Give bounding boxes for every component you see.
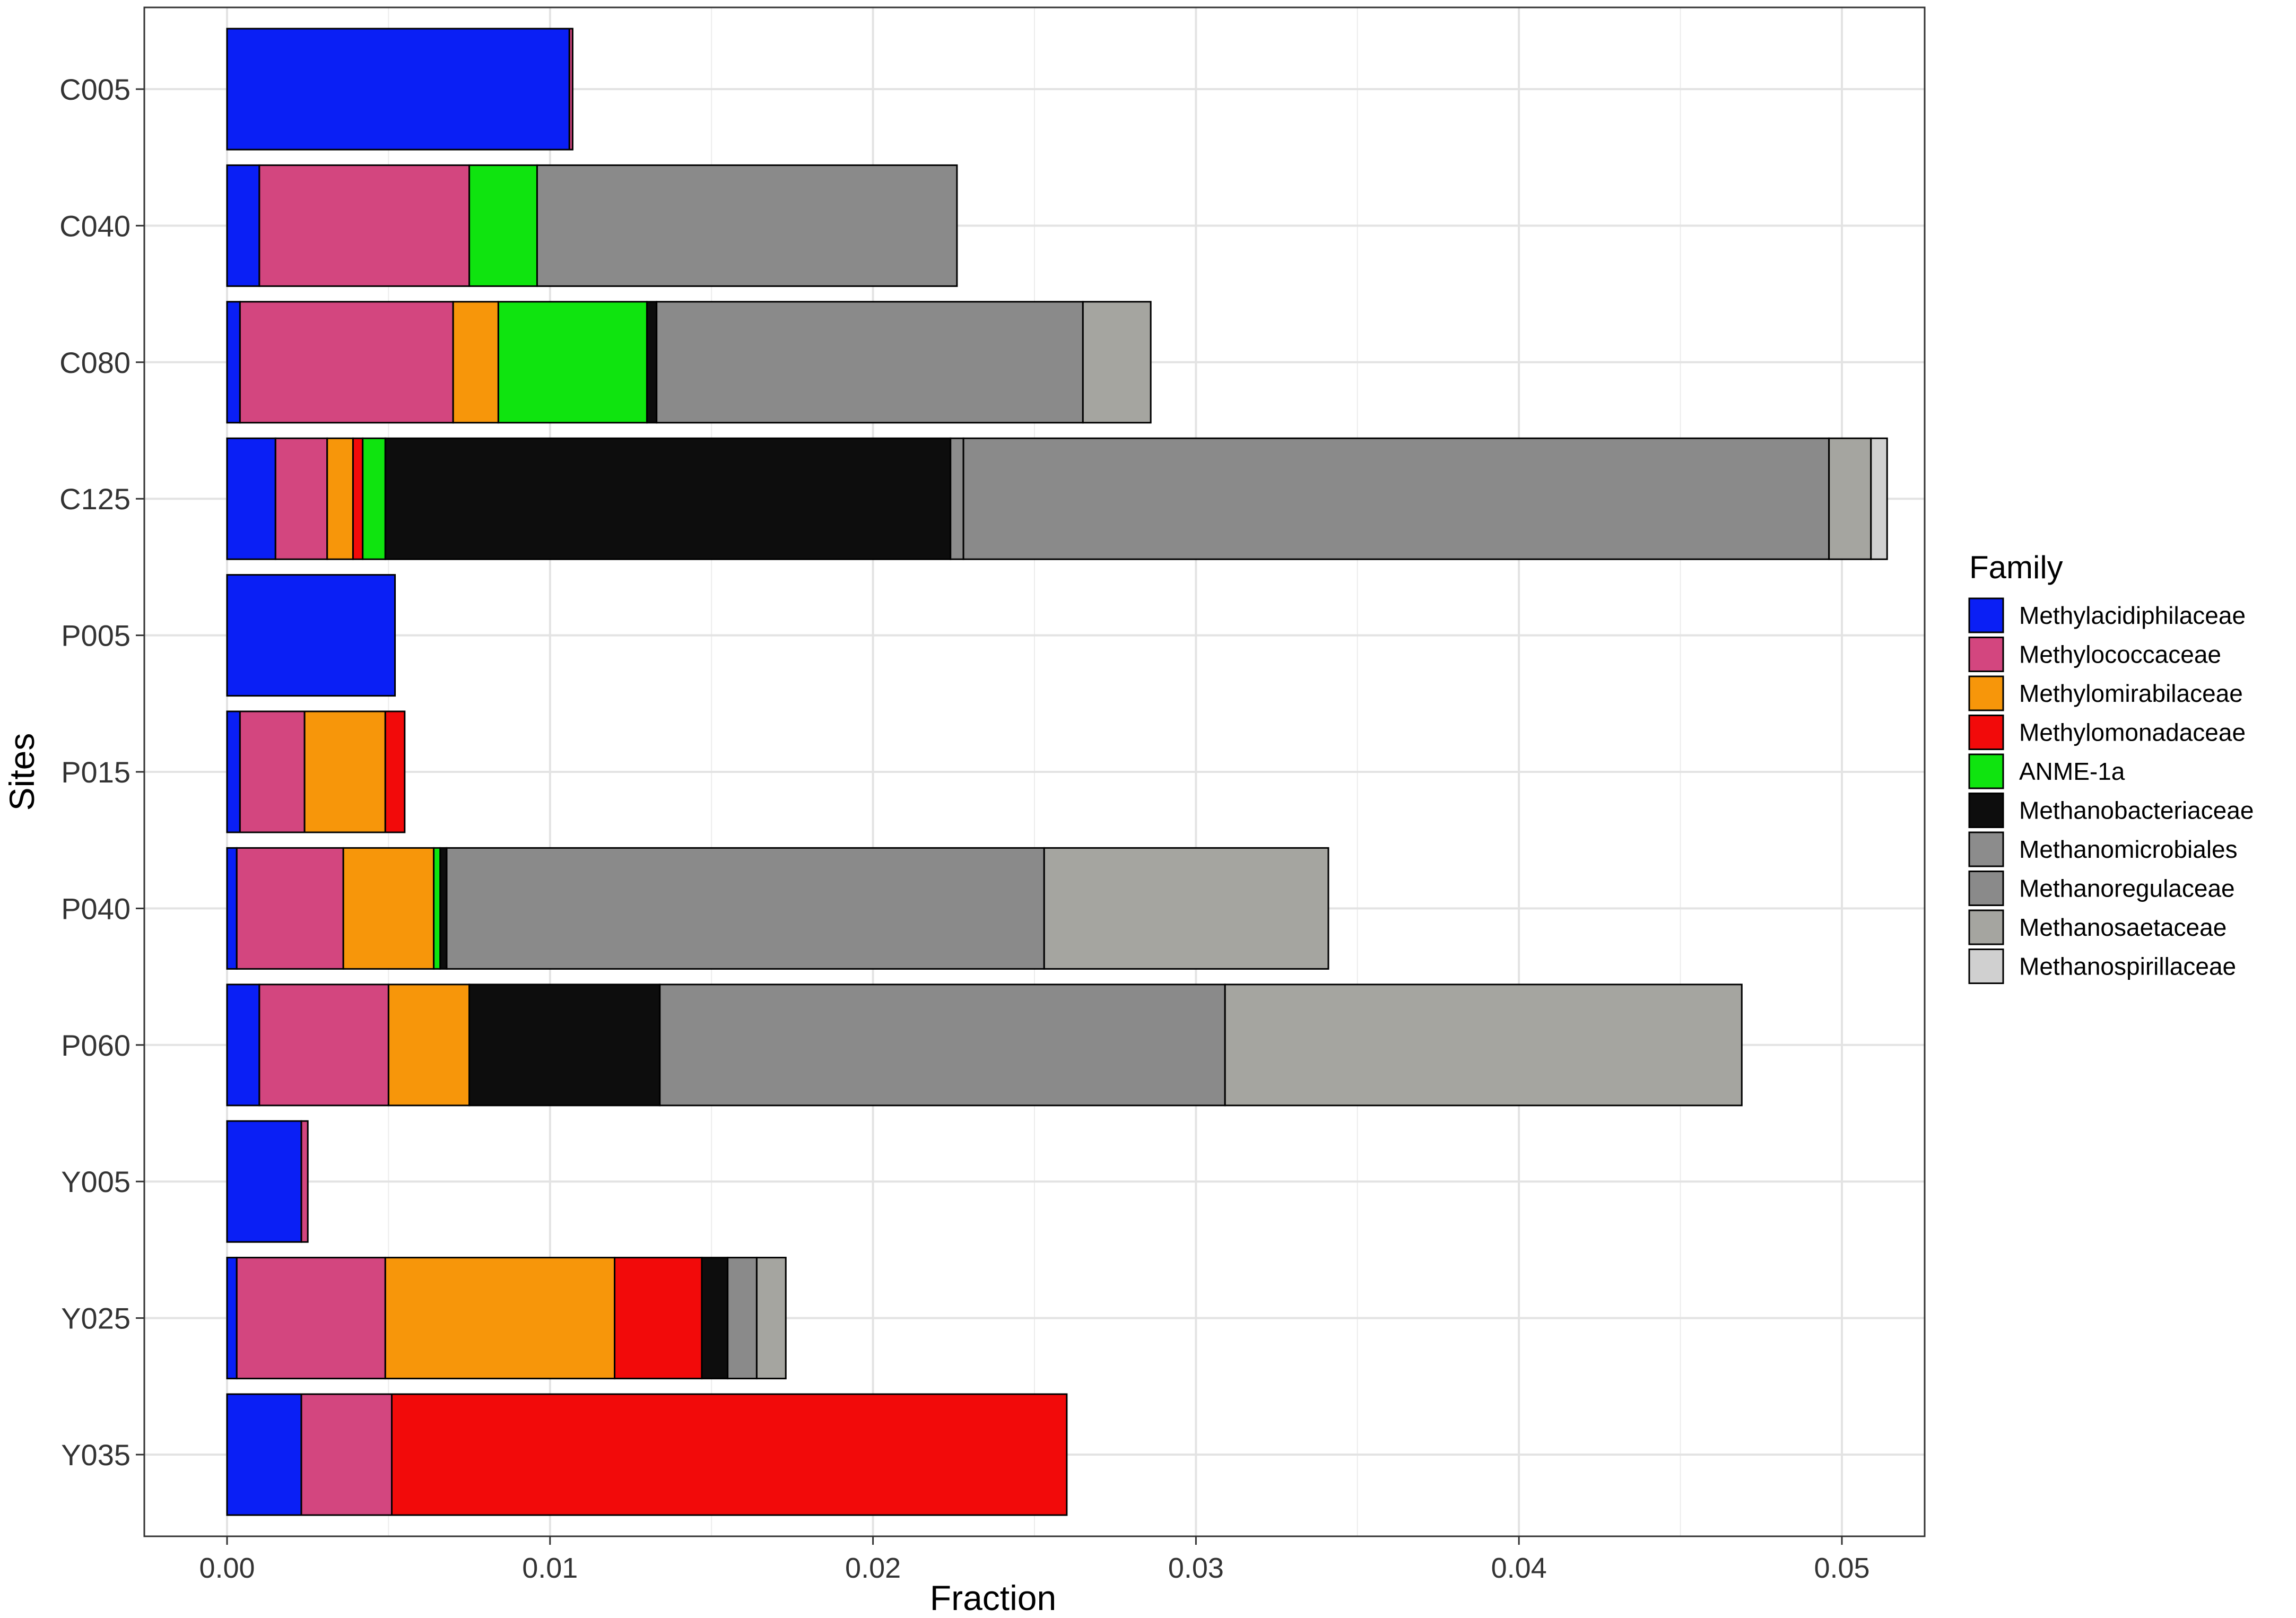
bar-segment xyxy=(300,1120,309,1243)
legend: Family Methylacidiphilaceae Methylococcac… xyxy=(1968,550,2254,984)
bar-segment xyxy=(497,301,648,424)
bar-segment xyxy=(614,1257,703,1380)
legend-label: Methanomicrobiales xyxy=(2019,836,2238,863)
y-tick-label: P015 xyxy=(61,755,131,789)
bar-segment xyxy=(1082,301,1152,424)
bar-segment xyxy=(390,1393,1068,1516)
bar-segment xyxy=(226,847,238,970)
bar-segment xyxy=(950,437,964,560)
bar-segment xyxy=(226,984,260,1107)
legend-label: ANME-1a xyxy=(2019,758,2125,785)
x-tick-label: 0.00 xyxy=(199,1552,255,1584)
legend-key xyxy=(1968,909,2004,945)
y-tick-label: Y025 xyxy=(61,1302,131,1335)
legend-label: Methanospirillaceae xyxy=(2019,953,2236,980)
bar-segment xyxy=(659,984,1226,1107)
x-tick-label: 0.04 xyxy=(1491,1552,1547,1584)
bar-segment xyxy=(536,164,958,287)
legend-key xyxy=(1968,675,2004,711)
bar-segment xyxy=(701,1257,729,1380)
bar-segment xyxy=(646,301,658,424)
bar-segment xyxy=(226,28,570,151)
bar-segment xyxy=(568,28,573,151)
bar-segment xyxy=(962,437,1830,560)
y-tick-label: P005 xyxy=(61,619,131,653)
legend-label: Methylomonadaceae xyxy=(2019,719,2246,746)
y-tick-label: C040 xyxy=(59,209,131,242)
y-tick-label: Y005 xyxy=(61,1165,131,1198)
y-tick-label: P040 xyxy=(61,892,131,925)
x-axis-title: Fraction xyxy=(930,1578,1056,1617)
bar-segment xyxy=(258,164,471,287)
bar-segment xyxy=(468,164,538,287)
bar-segment xyxy=(258,984,389,1107)
bar-segment xyxy=(236,1257,386,1380)
bar-segment xyxy=(656,301,1084,424)
bar-segment xyxy=(226,164,260,287)
y-tick-label: C005 xyxy=(59,73,131,106)
bar-segment xyxy=(226,1120,302,1243)
bar-segment xyxy=(384,1257,616,1380)
y-axis-title: Sites xyxy=(2,733,41,811)
bar-segment xyxy=(1870,437,1888,560)
bar-segment xyxy=(362,437,386,560)
bar-segment xyxy=(326,437,354,560)
bar-segment xyxy=(446,847,1045,970)
x-tick-label: 0.05 xyxy=(1814,1552,1869,1584)
bar-segment xyxy=(226,301,241,424)
bar-segment xyxy=(342,847,435,970)
legend-key xyxy=(1968,597,2004,633)
bar-segment xyxy=(433,847,441,970)
legend-label: Methanobacteriaceae xyxy=(2019,797,2254,824)
bar-segment xyxy=(468,984,661,1107)
legend-label: Methylacidiphilaceae xyxy=(2019,602,2246,629)
legend-label: Methanosaetaceae xyxy=(2019,914,2227,941)
bar-segment xyxy=(226,710,241,833)
bar-segment xyxy=(439,847,448,970)
y-tick-label: Y035 xyxy=(61,1438,131,1472)
axes: 0.00 0.01 0.02 0.03 0.04 0.05 C005 C040 C080 C125… xyxy=(59,73,1869,1584)
legend-title: Family xyxy=(1969,550,2063,585)
y-tick-label: C080 xyxy=(59,346,131,379)
legend-key xyxy=(1968,637,2004,672)
bar-segment xyxy=(226,1393,302,1516)
bar-segment xyxy=(226,574,396,697)
bar-segment xyxy=(226,437,276,560)
bar-segment xyxy=(236,847,344,970)
bar-segment xyxy=(727,1257,758,1380)
legend-key xyxy=(1968,715,2004,750)
legend-key xyxy=(1968,793,2004,828)
y-tick-label: P060 xyxy=(61,1029,131,1062)
legend-label: Methanoregulaceae xyxy=(2019,875,2235,902)
x-tick-label: 0.01 xyxy=(522,1552,578,1584)
bar-segment xyxy=(1224,984,1743,1107)
x-tick-label: 0.03 xyxy=(1168,1552,1224,1584)
bar-segment xyxy=(1043,847,1329,970)
bar-segment xyxy=(384,710,406,833)
bar-segment xyxy=(303,710,386,833)
legend-label: Methylomirabilaceae xyxy=(2019,680,2243,707)
bar-segment xyxy=(352,437,364,560)
legend-key xyxy=(1968,871,2004,906)
legend-key xyxy=(1968,831,2004,867)
bar-segment xyxy=(274,437,328,560)
bar-segment xyxy=(239,301,454,424)
bar-segment xyxy=(387,984,471,1107)
bar-segment xyxy=(755,1257,787,1380)
bar-segment xyxy=(384,437,952,560)
bars xyxy=(226,28,1888,1516)
bar-segment xyxy=(1828,437,1872,560)
x-tick-label: 0.02 xyxy=(845,1552,901,1584)
bar-segment xyxy=(226,1257,238,1380)
bar-segment xyxy=(300,1393,393,1516)
legend-key xyxy=(1968,949,2004,984)
legend-key xyxy=(1968,753,2004,789)
y-tick-label: C125 xyxy=(59,482,131,516)
bar-segment xyxy=(452,301,499,424)
legend-label: Methylococcaceae xyxy=(2019,641,2221,668)
bar-segment xyxy=(239,710,306,833)
